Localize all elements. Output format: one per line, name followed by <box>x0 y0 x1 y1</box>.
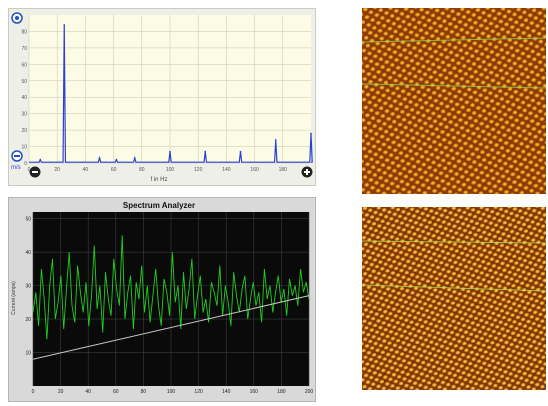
spectrum-analyzer-panel: Spectrum Analyzer 10 20 30 40 50 0 20 40 60 80 10… <box>8 197 316 402</box>
y-tick-label: 40 <box>25 250 31 256</box>
fft-chart: 0 10 20 30 40 50 60 70 80 0 20 40 60 80 100 120 140 160 1… <box>11 12 313 183</box>
fft-peak-point <box>169 150 171 153</box>
x-tick-label: 80 <box>139 167 145 173</box>
scan-line <box>361 240 547 244</box>
fft-peak-point <box>115 158 118 161</box>
fft-y-ticks: 0 10 20 30 40 50 60 70 80 <box>21 29 27 167</box>
spectrum-title: Spectrum Analyzer <box>123 201 195 210</box>
spectrum-trend-line <box>32 295 310 360</box>
stm-lattice-image-top <box>361 8 547 194</box>
x-tick-label: 100 <box>167 389 176 395</box>
x-tick-label: 160 <box>250 167 259 173</box>
fft-peaks <box>39 24 312 161</box>
fft-peak-point <box>239 150 242 153</box>
x-tick-label: 60 <box>111 167 117 173</box>
x-tick-label: 180 <box>277 389 286 395</box>
lattice-image <box>361 207 547 390</box>
fft-x-axis-label: f in Hz <box>150 177 167 183</box>
zoom-out-x-button[interactable] <box>29 166 41 178</box>
y-tick-label: 30 <box>25 284 31 290</box>
zoom-out-icon <box>32 171 38 173</box>
fft-peak-point <box>63 24 66 26</box>
x-tick-label: 100 <box>166 167 175 173</box>
x-tick-label: 40 <box>83 167 89 173</box>
y-tick-label: 20 <box>25 317 31 323</box>
fft-peak-point <box>98 157 101 159</box>
fft-peak-point <box>204 150 207 153</box>
lattice-image <box>361 8 547 194</box>
scan-line <box>361 83 547 89</box>
fft-peak-point <box>274 139 277 141</box>
x-tick-label: 160 <box>250 389 259 395</box>
x-tick-label: 120 <box>194 167 203 173</box>
spectrum-x-ticks: 0 20 40 60 80 100 120 140 160 180 200 <box>32 389 314 395</box>
y-tick-label: 10 <box>25 351 31 357</box>
spectrum-chart: Spectrum Analyzer 10 20 30 40 50 0 20 40 60 80 10… <box>11 201 314 395</box>
y-tick-label: 60 <box>21 62 27 68</box>
zoom-in-x-button[interactable] <box>301 166 313 178</box>
y-tick-label: 10 <box>21 145 27 151</box>
x-tick-label: 120 <box>194 389 203 395</box>
scan-line <box>361 284 547 292</box>
fft-chart-panel: 0 10 20 30 40 50 60 70 80 0 20 40 60 80 100 120 140 160 1… <box>8 8 316 186</box>
x-tick-label: 80 <box>141 389 147 395</box>
y-tick-label: 40 <box>21 95 27 101</box>
zoom-out-y-button[interactable] <box>11 150 23 162</box>
y-tick-label: 0 <box>24 161 27 167</box>
x-tick-label: 140 <box>222 389 231 395</box>
x-tick-label: 20 <box>58 389 64 395</box>
y-tick-label: 20 <box>21 128 27 134</box>
scan-line <box>361 37 547 43</box>
x-tick-label: 140 <box>222 167 231 173</box>
zoom-out-icon <box>14 155 20 157</box>
x-tick-label: 180 <box>279 167 288 173</box>
stm-lattice-image-bottom <box>361 207 547 390</box>
fft-x-ticks: 0 20 40 60 80 100 120 140 160 180 <box>28 167 288 173</box>
x-tick-label: 0 <box>32 389 35 395</box>
x-tick-label: 40 <box>85 389 91 395</box>
fft-grid <box>28 15 311 164</box>
spectrum-y-ticks: 10 20 30 40 50 <box>25 217 31 357</box>
x-tick-label: 0 <box>28 167 31 173</box>
fft-trace <box>29 24 313 163</box>
spectrum-trace <box>32 235 310 340</box>
fft-y-axis-label: m/s <box>11 165 21 171</box>
y-tick-label: 50 <box>25 217 31 223</box>
fft-peak-point <box>133 157 136 159</box>
zoom-in-y-button[interactable] <box>11 12 23 24</box>
x-tick-label: 60 <box>113 389 119 395</box>
y-tick-label: 50 <box>21 79 27 85</box>
x-tick-label: 200 <box>305 389 314 395</box>
fft-peak-point <box>39 158 42 161</box>
y-tick-label: 80 <box>21 29 27 35</box>
spectrum-y-axis-label: Current (amps) <box>11 281 17 315</box>
zoom-in-icon <box>15 16 19 20</box>
x-tick-label: 20 <box>54 167 60 173</box>
y-tick-label: 30 <box>21 112 27 118</box>
y-tick-label: 70 <box>21 46 27 52</box>
fft-peak-point <box>310 132 312 135</box>
